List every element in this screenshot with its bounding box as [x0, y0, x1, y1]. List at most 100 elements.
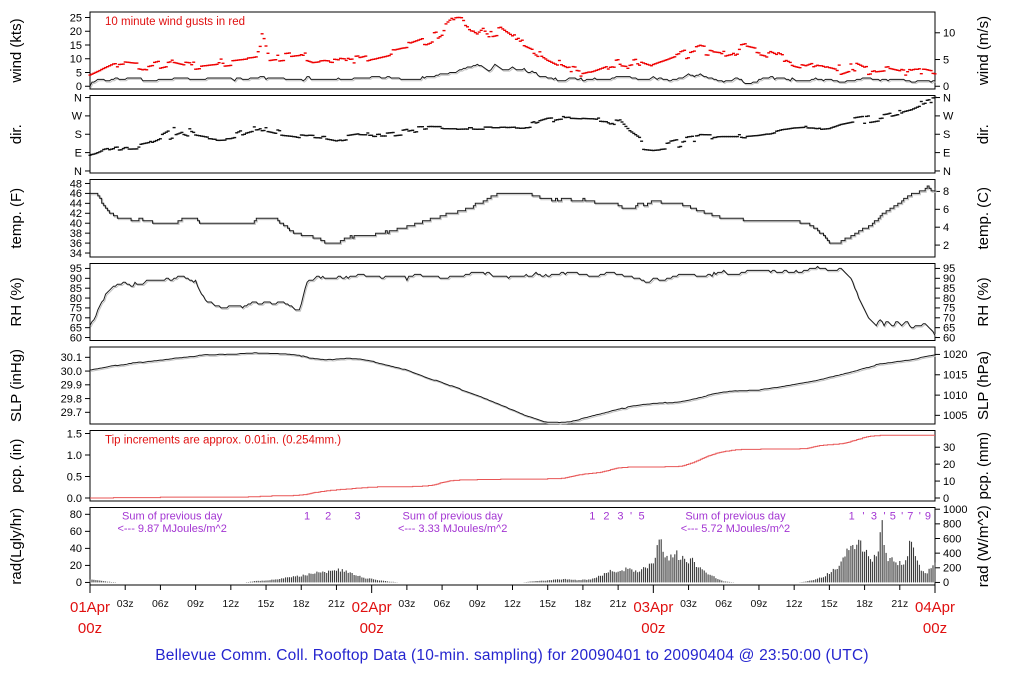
y-tick-label: 70 — [70, 313, 82, 325]
axis-unit-label-left: temp. (F) — [8, 188, 25, 249]
y-tick-label: 29.9 — [61, 380, 82, 392]
axis-unit-label-right: dir. — [975, 124, 992, 144]
y-tick-label: 85 — [70, 283, 82, 295]
y-tick-label: 90 — [70, 273, 82, 285]
pcp-note: Tip increments are approx. 0.01in. (0.25… — [105, 435, 341, 447]
y-tick-label: 65 — [70, 322, 82, 334]
y-tick-label: 1000 — [943, 504, 967, 516]
y-tick-label: S — [943, 129, 950, 141]
x-axis-date-label-hour: 00z — [78, 620, 102, 637]
rad-sum-label: Sum of previous day — [122, 511, 223, 523]
rad-mj-marker: 3 — [617, 511, 623, 523]
y-tick-label: 80 — [943, 293, 955, 305]
x-axis-hour-label: 06z — [715, 598, 732, 610]
y-tick-label: 20 — [70, 26, 82, 38]
x-axis-hour-label: 12z — [786, 598, 803, 610]
x-axis-date-label: 01Apr — [70, 599, 110, 616]
panel-box-pcp — [89, 430, 936, 502]
y-tick-label: 0 — [943, 577, 949, 589]
y-tick-label: 29.8 — [61, 393, 82, 405]
y-tick-label: 80 — [70, 293, 82, 305]
x-axis-hour-label: 03z — [680, 598, 697, 610]
rad-sum-value: <--- 5.72 MJoules/m^2 — [681, 523, 790, 535]
series-ghost — [90, 267, 937, 338]
y-tick-label: 800 — [943, 519, 961, 531]
series-ghost — [90, 353, 937, 425]
rad-mj-marker: 3 — [871, 511, 877, 523]
y-tick-label: S — [75, 129, 82, 141]
series-accumulated-precipitation-in — [90, 434, 935, 499]
y-tick-label: N — [943, 166, 951, 178]
rad-mj-marker: ' — [919, 511, 921, 523]
x-axis-hour-label: 18z — [574, 598, 591, 610]
y-tick-label: 10 — [70, 54, 82, 66]
panel-box-wind — [89, 11, 936, 90]
y-tick-label: 200 — [943, 563, 961, 575]
y-tick-label: 400 — [943, 548, 961, 560]
y-tick-label: 75 — [943, 303, 955, 315]
y-tick-label: 8 — [943, 186, 949, 198]
x-axis-hour-label: 15z — [258, 598, 275, 610]
series-temperature-f — [90, 185, 936, 244]
axis-unit-label-left: rad(Lgly/hr) — [8, 508, 25, 585]
y-tick-label: 46 — [70, 188, 82, 200]
axis-unit-label-right: rad (W/m^2) — [975, 505, 992, 587]
y-tick-label: 1.5 — [67, 428, 82, 440]
x-axis-hour-label: 09z — [750, 598, 767, 610]
y-tick-label: 40 — [70, 543, 82, 555]
axis-unit-label-left: RH (%) — [8, 277, 25, 326]
rad-mj-marker: ' — [862, 511, 864, 523]
y-tick-label: 1005 — [943, 410, 967, 422]
axis-unit-label-left: pcp. (in) — [8, 439, 25, 493]
x-axis-hour-label: 06z — [434, 598, 451, 610]
x-axis-hour-label: 21z — [610, 598, 627, 610]
axis-unit-label-right: SLP (hPa) — [975, 351, 992, 420]
y-tick-label: 80 — [70, 509, 82, 521]
y-tick-label: 40 — [70, 218, 82, 230]
panel-box-slp — [89, 346, 936, 425]
axis-unit-label-right: RH (%) — [975, 277, 992, 326]
panel-box-dir — [89, 95, 936, 174]
y-tick-label: N — [943, 92, 951, 104]
y-tick-label: 30 — [943, 442, 955, 454]
x-axis-hour-label: 21z — [328, 598, 345, 610]
rad-sum-value: <--- 9.87 MJoules/m^2 — [117, 523, 226, 535]
axis-unit-label-right: temp. (C) — [975, 187, 992, 250]
y-tick-label: 90 — [943, 273, 955, 285]
y-tick-label: 15 — [70, 40, 82, 52]
x-axis-date-label: 02Apr — [352, 599, 392, 616]
y-tick-label: E — [943, 147, 950, 159]
rad-sum-label: Sum of previous day — [403, 511, 504, 523]
x-axis-hour-label: 09z — [469, 598, 486, 610]
y-tick-label: 34 — [70, 248, 82, 260]
y-tick-label: 29.7 — [61, 407, 82, 419]
x-axis-date-label: 03Apr — [633, 599, 673, 616]
panel-box-rh — [89, 263, 936, 341]
y-tick-label: 30.0 — [61, 366, 82, 378]
y-tick-label: 95 — [943, 263, 955, 275]
y-tick-label: 2 — [943, 240, 949, 252]
rad-mj-marker: 1 — [304, 511, 310, 523]
rad-mj-marker: 9 — [925, 511, 931, 523]
rad-mj-marker: 7 — [907, 511, 913, 523]
y-tick-label: 5 — [943, 54, 949, 66]
x-axis-hour-label: 03z — [398, 598, 415, 610]
x-axis-hour-label: 18z — [293, 598, 310, 610]
y-tick-label: 0.5 — [67, 471, 82, 483]
y-tick-label: W — [72, 111, 83, 123]
x-axis-hour-label: 15z — [821, 598, 838, 610]
y-tick-label: 25 — [70, 12, 82, 24]
series-ghost — [90, 64, 936, 88]
x-axis-date-label: 04Apr — [915, 599, 955, 616]
x-axis-date-label-hour: 00z — [923, 620, 947, 637]
y-tick-label: 95 — [70, 263, 82, 275]
y-tick-label: 0.0 — [67, 493, 82, 505]
x-axis-hour-label: 12z — [504, 598, 521, 610]
y-tick-label: 1015 — [943, 370, 967, 382]
series-solar-radiation-lgly-hr — [89, 520, 936, 583]
x-axis-hour-label: 15z — [539, 598, 556, 610]
rad-mj-marker: 2 — [603, 511, 609, 523]
rad-sum-value: <--- 3.33 MJoules/m^2 — [398, 523, 507, 535]
y-tick-label: 0 — [76, 577, 82, 589]
x-axis-hour-label: 12z — [222, 598, 239, 610]
